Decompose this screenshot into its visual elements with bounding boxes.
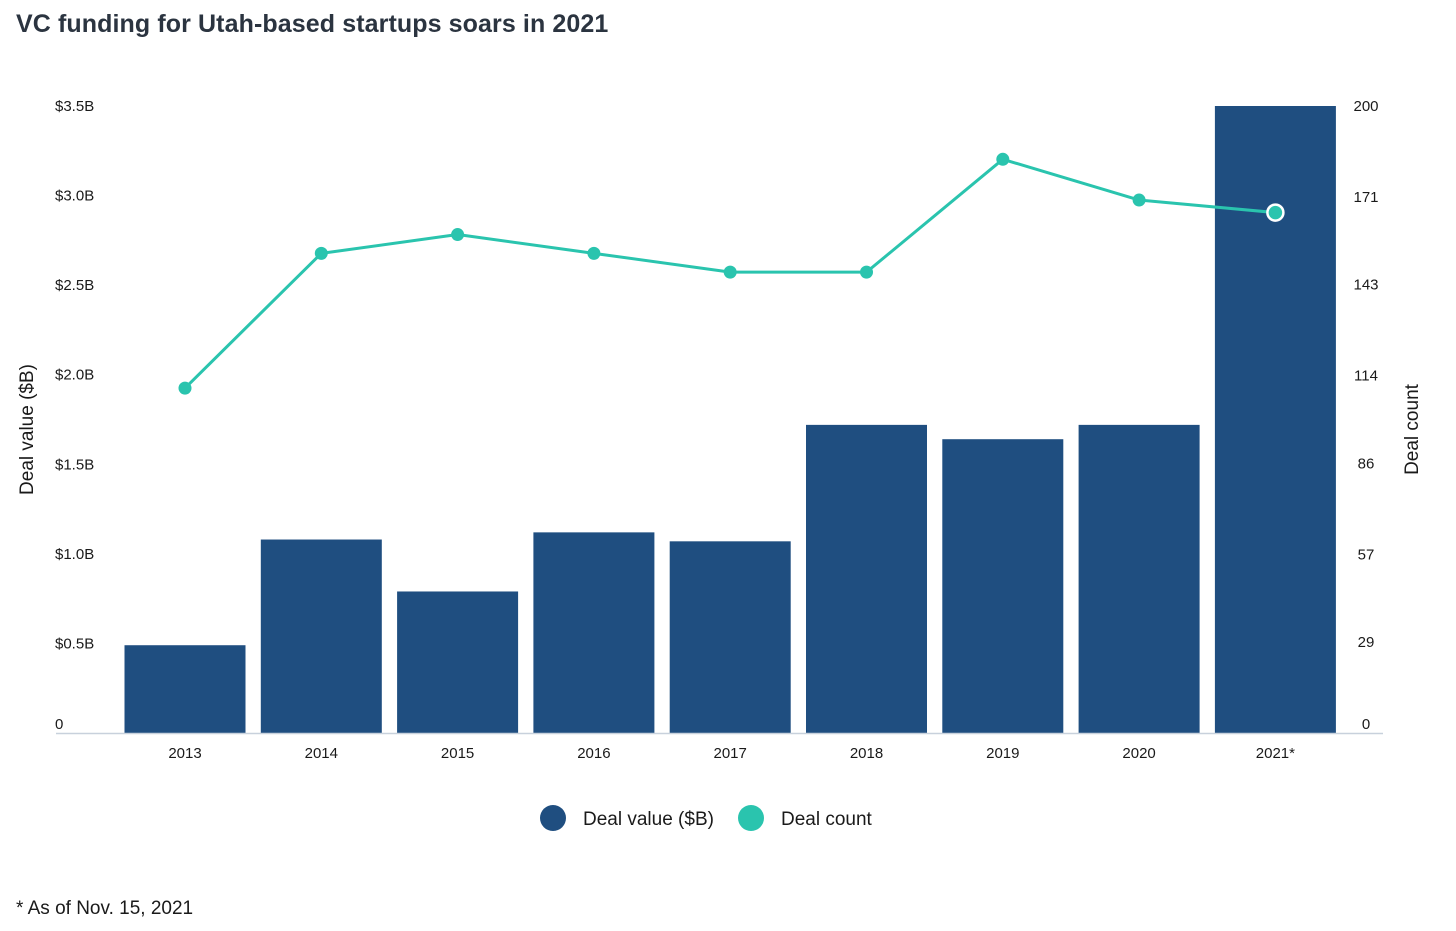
- deal-count-point[interactable]: [723, 265, 737, 279]
- bar[interactable]: [397, 591, 519, 733]
- bar[interactable]: [942, 439, 1064, 733]
- bar[interactable]: [124, 645, 246, 733]
- y-tick-label: 0: [55, 716, 63, 733]
- x-tick-label: 2016: [577, 745, 610, 762]
- y2-tick-label: 200: [1353, 98, 1378, 115]
- footnote: * As of Nov. 15, 2021: [16, 898, 194, 919]
- legend: Deal value ($B) Deal count: [540, 805, 873, 831]
- x-tick-label: 2014: [305, 745, 338, 762]
- y-tick-label: $2.0B: [55, 367, 94, 384]
- y-tick-label: $2.5B: [55, 277, 94, 294]
- x-tick-label: 2019: [986, 745, 1019, 762]
- x-tick-label: 2020: [1122, 745, 1155, 762]
- bar[interactable]: [806, 424, 927, 733]
- deal-count-point[interactable]: [178, 381, 192, 395]
- bar[interactable]: [1078, 424, 1200, 733]
- y-axis-title: Deal value ($B): [17, 364, 38, 495]
- bar[interactable]: [1214, 106, 1336, 733]
- x-axis: 2013 2014 2015 2016 2017 2018 2019 2020 2021*: [168, 745, 1295, 762]
- deal-count-point[interactable]: [1132, 193, 1146, 207]
- bar-series: [124, 106, 1336, 733]
- y-axis-right: 0 29 57 86 114 143 171 200: [1353, 98, 1378, 733]
- chart-title: VC funding for Utah-based startups soars…: [16, 10, 609, 38]
- deal-count-point[interactable]: [860, 265, 873, 279]
- legend-label-deal-value[interactable]: Deal value ($B): [583, 809, 714, 830]
- y-tick-label: $1.0B: [55, 546, 94, 563]
- combo-chart: 0 $0.5B $1.0B $1.5B $2.0B $2.5B $3.0B $3.5B 0 29…: [17, 98, 1423, 831]
- line-series: [178, 152, 1285, 395]
- bar[interactable]: [669, 541, 791, 733]
- y-tick-label: $0.5B: [55, 635, 94, 652]
- legend-label-deal-count[interactable]: Deal count: [781, 809, 873, 830]
- y2-tick-label: 29: [1358, 634, 1375, 651]
- x-tick-label: 2018: [850, 745, 883, 762]
- deal-count-point[interactable]: [587, 246, 601, 260]
- y2-tick-label: 57: [1358, 546, 1375, 563]
- bar[interactable]: [533, 532, 655, 733]
- legend-swatch-deal-count[interactable]: [738, 805, 764, 831]
- deal-count-point[interactable]: [451, 228, 465, 242]
- x-tick-label: 2021*: [1256, 745, 1295, 762]
- y2-tick-label: 114: [1354, 368, 1378, 385]
- x-tick-label: 2017: [714, 745, 747, 762]
- deal-count-point[interactable]: [314, 246, 328, 260]
- deal-count-point[interactable]: [996, 152, 1010, 166]
- x-tick-label: 2013: [168, 745, 201, 762]
- legend-swatch-deal-value[interactable]: [540, 805, 566, 831]
- y2-tick-label: 0: [1362, 716, 1370, 733]
- y-tick-label: $3.0B: [55, 188, 94, 205]
- y-axis-left: 0 $0.5B $1.0B $1.5B $2.0B $2.5B $3.0B $3.5B: [55, 98, 94, 733]
- y-tick-label: $3.5B: [55, 98, 94, 115]
- bar[interactable]: [260, 539, 382, 733]
- y2-tick-label: 143: [1353, 277, 1378, 294]
- y2-tick-label: 171: [1353, 189, 1378, 206]
- y2-tick-label: 86: [1358, 455, 1375, 472]
- x-tick-label: 2015: [441, 745, 474, 762]
- y-tick-label: $1.5B: [55, 456, 94, 473]
- deal-count-point[interactable]: [1266, 203, 1285, 222]
- y2-axis-title: Deal count: [1402, 383, 1423, 475]
